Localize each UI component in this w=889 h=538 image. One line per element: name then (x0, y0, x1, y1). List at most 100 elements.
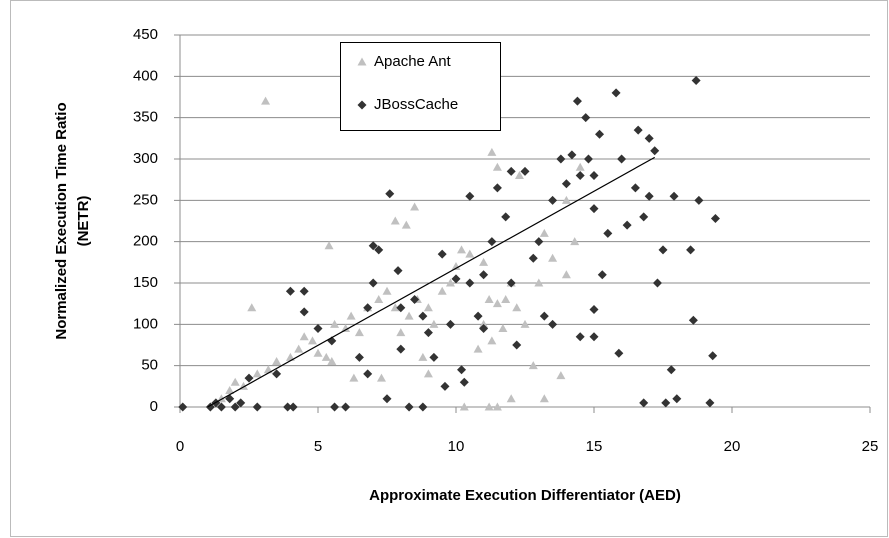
point (368, 278, 378, 288)
point (473, 344, 483, 353)
point (514, 171, 524, 180)
point (299, 332, 309, 341)
x-axis-title: Approximate Execution Differentiator (AE… (369, 487, 681, 504)
point (288, 402, 298, 412)
point (492, 162, 502, 171)
point (487, 237, 497, 247)
x-tick-label: 5 (314, 438, 322, 455)
point (252, 369, 262, 378)
y-tick-label: 400 (133, 67, 158, 84)
point (299, 307, 309, 317)
point (382, 394, 392, 404)
point (658, 245, 668, 255)
point (589, 171, 599, 181)
point (603, 228, 613, 238)
point (244, 373, 254, 383)
point (630, 183, 640, 193)
point (528, 253, 538, 263)
point (346, 311, 356, 320)
point (595, 129, 605, 139)
point (548, 195, 558, 205)
point (429, 319, 439, 328)
point (396, 328, 406, 337)
point (556, 154, 566, 164)
y-tick-label: 50 (141, 357, 158, 374)
point (520, 319, 530, 328)
point (528, 361, 538, 370)
point (451, 261, 461, 270)
point (581, 113, 591, 123)
point (614, 348, 624, 358)
point (484, 402, 494, 411)
point (589, 204, 599, 214)
point (393, 266, 403, 276)
point (512, 340, 522, 350)
point (539, 228, 549, 237)
point (225, 385, 235, 394)
point (368, 241, 378, 251)
y-axis-title: Normalized Execution Time Ratio (NETR) (53, 102, 92, 339)
point (492, 299, 502, 308)
x-tick-label: 15 (586, 438, 603, 455)
y-tick-label: 100 (133, 315, 158, 332)
point (376, 373, 386, 382)
y-tick-label: 0 (150, 398, 158, 415)
point (506, 166, 516, 176)
point (501, 295, 511, 304)
point (572, 96, 582, 106)
point (639, 398, 649, 408)
point (285, 286, 295, 296)
point (567, 150, 577, 160)
point (330, 402, 340, 412)
point (423, 328, 433, 338)
point (418, 402, 428, 412)
point (644, 191, 654, 201)
point (492, 402, 502, 411)
point (396, 344, 406, 354)
point (575, 171, 585, 181)
point (178, 402, 188, 412)
point (324, 241, 334, 250)
trendline (207, 156, 656, 408)
point (272, 357, 282, 366)
point (313, 323, 323, 333)
point (230, 377, 240, 386)
point (374, 245, 384, 255)
point (230, 402, 240, 412)
point (459, 402, 469, 411)
point (506, 278, 516, 288)
y-tick-label: 150 (133, 274, 158, 291)
point (445, 319, 455, 329)
point (705, 398, 715, 408)
point (216, 402, 226, 412)
point (589, 304, 599, 314)
point (672, 394, 682, 404)
point (479, 323, 489, 333)
point (437, 286, 447, 295)
point (272, 369, 282, 379)
point (611, 88, 621, 98)
point (650, 146, 660, 156)
point (349, 373, 359, 382)
point (708, 351, 718, 361)
legend-box (340, 42, 501, 131)
point (686, 245, 696, 255)
point (423, 303, 433, 312)
point (487, 147, 497, 156)
y-tick-label: 350 (133, 109, 158, 126)
point (313, 348, 323, 357)
point (374, 295, 384, 304)
point (520, 166, 530, 176)
point (498, 323, 508, 332)
point (385, 189, 395, 199)
point (691, 75, 701, 85)
point (710, 214, 720, 224)
y-tick-label: 250 (133, 191, 158, 208)
point (534, 278, 544, 287)
point (617, 154, 627, 164)
point (539, 311, 549, 321)
point (457, 245, 467, 254)
x-tick-label: 10 (448, 438, 465, 455)
point (247, 303, 257, 312)
point (597, 270, 607, 280)
